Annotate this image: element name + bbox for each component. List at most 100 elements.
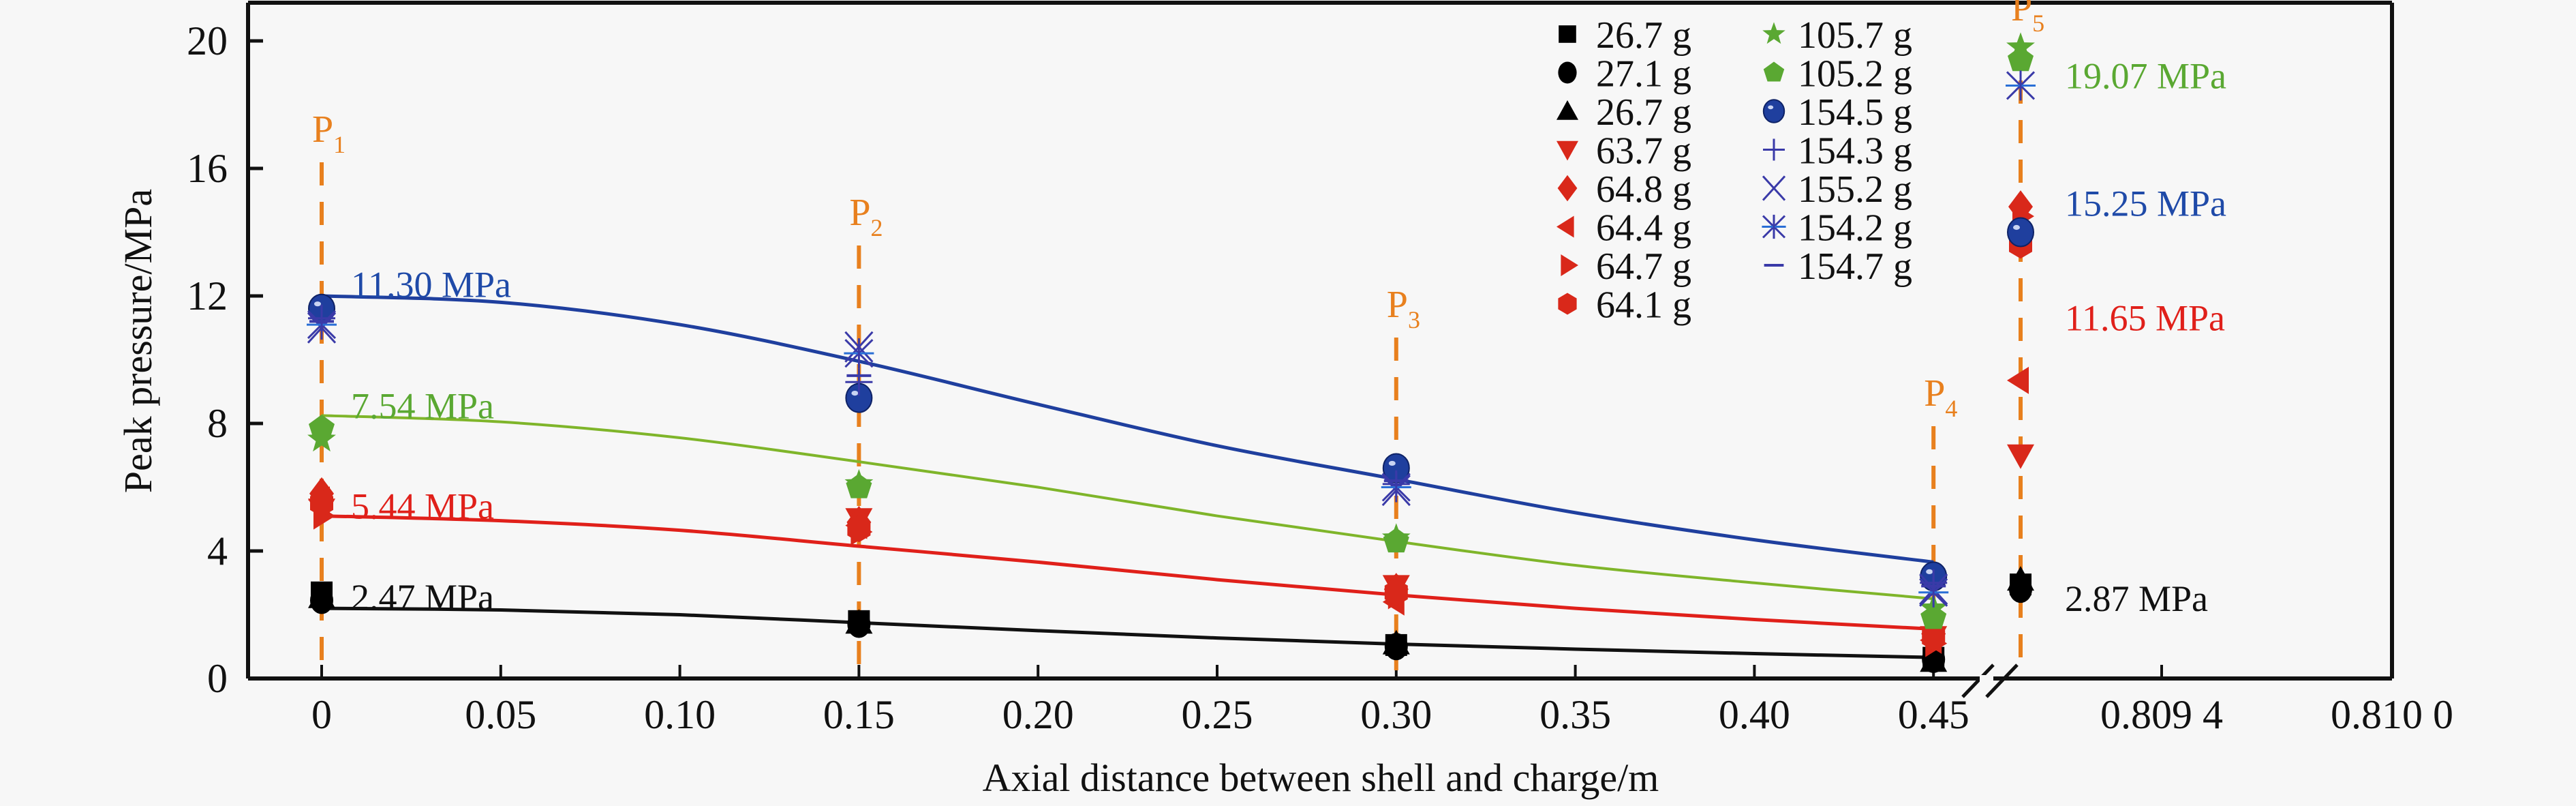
legend-label: 26.7 g	[1596, 14, 1691, 57]
data-point-triangle-up	[1382, 629, 1410, 655]
y-tick-label: 0	[207, 656, 228, 701]
legend-marker-triangle-up	[1557, 100, 1578, 120]
data-point-hexagon	[1922, 623, 1946, 651]
data-point-sphere-highlight	[1388, 460, 1396, 466]
data-point-triangle-down	[2007, 444, 2034, 469]
pressure-annotations: 11.30 MPa 7.54 MPa 5.44 MPa 2.47 MPa 19.07 M…	[351, 55, 2226, 619]
data-point-sphere-highlight	[314, 301, 321, 307]
y-tick-label: 20	[187, 18, 228, 63]
legend-label: 26.7 g	[1596, 91, 1691, 134]
legend-label: 154.7 g	[1798, 245, 1912, 288]
data-point-pentagon	[1383, 527, 1409, 553]
legend-label: 105.2 g	[1798, 53, 1912, 95]
data-point-hexagon	[310, 489, 333, 517]
measurement-point-subscript: 3	[1408, 306, 1420, 333]
measurement-point-subscript: 5	[2032, 10, 2044, 37]
data-point-star	[2006, 32, 2035, 60]
pressure-annotation: 11.30 MPa	[351, 265, 511, 305]
x-axis-title: Axial distance between shell and charge/…	[983, 756, 1659, 800]
legend-marker-diamond	[1557, 175, 1578, 202]
legend-marker-hexagon	[1558, 293, 1577, 315]
legend-marker-square	[1559, 25, 1576, 43]
data-point-pentagon	[1920, 604, 1947, 629]
pressure-annotation: 11.65 MPa	[2065, 298, 2225, 339]
measurement-point-label: P4	[1924, 372, 1957, 422]
x-tick-label: 0.35	[1539, 692, 1611, 737]
measurement-point-subscript: 1	[333, 131, 346, 158]
data-point-triangle-up	[845, 609, 873, 634]
pressure-annotation: 2.47 MPa	[351, 577, 494, 618]
legend-marker-triangle-right	[1561, 254, 1578, 276]
measurement-point-subscript: 2	[871, 214, 883, 241]
data-point-triangle-up	[1920, 647, 1948, 672]
legend-marker-star	[1762, 22, 1785, 44]
x-axis-ticks: 0 0.05 0.10 0.15 0.20 0.25 0.30 0.35 0.40 0.45 0.8…	[311, 665, 2453, 737]
pressure-annotation: 15.25 MPa	[2065, 183, 2226, 224]
fit-curves	[321, 294, 1934, 659]
legend-label: 154.3 g	[1798, 130, 1912, 173]
x-tick-label: 0.40	[1719, 692, 1790, 737]
data-point-sphere	[2007, 217, 2034, 248]
pressure-annotation: 19.07 MPa	[2065, 55, 2226, 96]
data-point-sphere-highlight	[2013, 224, 2020, 230]
data-point-pentagon	[846, 473, 872, 498]
data-point-hexagon	[847, 515, 871, 543]
legend-marker-triangle-left	[1557, 215, 1574, 238]
legend-marker-sphere	[1762, 99, 1785, 123]
pressure-annotation: 7.54 MPa	[351, 385, 494, 426]
x-tick-label: 0.10	[644, 692, 716, 737]
data-point-pentagon	[308, 415, 335, 440]
x-tick-label: 0	[311, 692, 332, 737]
y-axis-title: Peak pressure/MPa	[116, 189, 160, 493]
legend-label: 64.8 g	[1596, 168, 1691, 211]
x-tick-label: 0.15	[823, 692, 895, 737]
data-point-triangle-up	[2007, 566, 2034, 591]
x-tick-label: 0.809 4	[2100, 692, 2223, 737]
legend-label: 105.7 g	[1798, 14, 1912, 57]
data-point-hexagon	[1384, 578, 1408, 606]
fit-curve-red	[321, 514, 1934, 631]
y-tick-label: 12	[187, 273, 228, 318]
legend-marker-sphere-highlight	[1768, 105, 1774, 110]
data-point-pentagon	[2007, 46, 2034, 72]
legend-label: 64.4 g	[1596, 207, 1691, 250]
x-tick-label: 0.810 0	[2331, 692, 2453, 737]
legend-label: 64.1 g	[1596, 284, 1691, 327]
x-tick-label: 0.25	[1182, 692, 1253, 737]
legend-marker-triangle-down	[1557, 140, 1578, 161]
legend-marker-pentagon	[1763, 61, 1785, 82]
legend-label: 27.1 g	[1596, 53, 1691, 95]
pressure-annotation: 5.44 MPa	[351, 486, 494, 527]
legend-label: 155.2 g	[1798, 168, 1912, 211]
x-tick-label: 0.30	[1360, 692, 1432, 737]
data-point-sphere-highlight	[1926, 569, 1933, 575]
fit-curve-green	[321, 414, 1934, 601]
legend: 26.7 g27.1 g26.7 g63.7 g64.8 g64.4 g64.7…	[1557, 14, 1912, 327]
legend-label: 63.7 g	[1596, 130, 1691, 173]
x-tick-label: 0.20	[1002, 692, 1074, 737]
legend-label: 154.2 g	[1798, 207, 1912, 250]
axis-break-mark	[1961, 663, 1995, 698]
measurement-point-subscript: 4	[1945, 395, 1957, 422]
legend-marker-circle	[1558, 61, 1577, 84]
x-tick-label: 0.45	[1898, 692, 1969, 737]
y-tick-label: 4	[207, 528, 228, 573]
data-point-sphere-highlight	[851, 391, 859, 396]
measurement-point-label: P3	[1387, 284, 1420, 333]
pressure-annotation: 2.87 MPa	[2065, 578, 2208, 619]
axis-break-gap	[1980, 675, 1993, 682]
x-tick-label: 0.05	[465, 692, 536, 737]
legend-label: 64.7 g	[1596, 245, 1691, 288]
fit-curve-blue	[321, 294, 1934, 564]
axis-break-mark	[1985, 663, 2019, 698]
data-point-triangle-up	[308, 583, 335, 608]
fit-curve-black	[321, 606, 1934, 659]
data-points	[307, 32, 2036, 673]
legend-marker-x	[1762, 175, 1786, 201]
y-tick-label: 16	[187, 146, 228, 191]
y-axis-ticks: 0 4 8 12 16 20	[187, 18, 263, 701]
data-point-triangle-left	[2007, 366, 2029, 394]
plot-frame	[246, 1, 2394, 698]
